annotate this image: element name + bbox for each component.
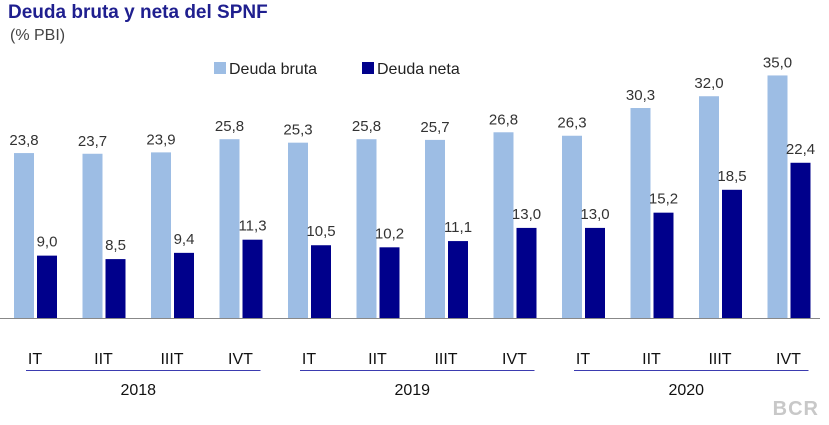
data-label-deuda-neta: 15,2 <box>649 191 678 208</box>
x-tick-label: IIIT <box>708 351 731 368</box>
x-tick-label: IIT <box>368 351 387 368</box>
data-label-deuda-bruta: 26,3 <box>557 115 586 132</box>
data-label-deuda-bruta: 25,8 <box>215 118 244 135</box>
bar-deuda-bruta <box>356 139 377 318</box>
x-tick-label: IT <box>28 351 42 368</box>
bar-deuda-bruta <box>699 96 719 319</box>
x-tick-label: IT <box>576 351 590 368</box>
data-label-deuda-neta: 9,4 <box>174 231 195 248</box>
chart-title: Deuda bruta y neta del SPNF <box>8 2 268 23</box>
year-group-label: 2019 <box>394 382 430 399</box>
bar-deuda-neta <box>242 239 263 318</box>
bar-deuda-neta <box>790 162 811 318</box>
data-label-deuda-neta: 9,0 <box>37 234 58 251</box>
data-label-deuda-bruta: 25,7 <box>420 119 449 136</box>
bar-deuda-neta <box>448 241 468 318</box>
data-label-deuda-bruta: 25,3 <box>283 122 312 139</box>
bar-deuda-neta <box>585 227 605 318</box>
bar-deuda-bruta <box>562 135 582 318</box>
bar-deuda-bruta <box>219 139 240 318</box>
legend-swatch-deuda-neta <box>362 62 374 74</box>
data-label-deuda-bruta: 23,8 <box>9 132 38 149</box>
data-label-deuda-bruta: 23,9 <box>146 131 175 148</box>
bar-deuda-bruta <box>767 75 788 318</box>
bar-deuda-neta <box>516 227 537 318</box>
bar-deuda-bruta <box>630 108 651 319</box>
data-label-deuda-neta: 18,5 <box>717 168 746 185</box>
bar-deuda-neta <box>653 212 674 318</box>
bar-deuda-bruta <box>14 153 34 318</box>
bar-deuda-bruta <box>288 142 308 318</box>
data-label-deuda-neta: 10,5 <box>306 223 335 240</box>
x-tick-label: IVT <box>502 351 527 368</box>
year-group-label: 2018 <box>120 382 156 399</box>
data-label-deuda-neta: 11,3 <box>238 218 266 235</box>
bcr-watermark-logo: BCR <box>772 398 819 420</box>
data-label-deuda-bruta: 26,8 <box>489 111 518 128</box>
bar-deuda-bruta <box>493 132 514 318</box>
bar-deuda-bruta <box>425 139 445 318</box>
legend-label-deuda-neta: Deuda neta <box>377 61 460 78</box>
x-tick-label: IVT <box>776 351 801 368</box>
data-label-deuda-neta: 10,2 <box>375 225 404 242</box>
bar-deuda-neta <box>105 259 126 318</box>
data-label-deuda-bruta: 32,0 <box>694 75 723 92</box>
x-tick-label: IT <box>302 351 316 368</box>
bar-deuda-neta <box>722 189 742 318</box>
chart-subtitle: (% PBI) <box>10 27 66 44</box>
bar-deuda-bruta <box>151 152 171 318</box>
x-tick-label: IIT <box>94 351 113 368</box>
data-label-deuda-bruta: 35,0 <box>763 54 792 71</box>
data-label-deuda-bruta: 25,8 <box>352 118 381 135</box>
x-tick-label: IVT <box>228 351 253 368</box>
data-label-deuda-neta: 13,0 <box>512 206 541 223</box>
x-tick-label: IIT <box>642 351 661 368</box>
data-label-deuda-bruta: 30,3 <box>626 87 655 104</box>
data-label-deuda-neta: 22,4 <box>786 141 815 158</box>
bar-deuda-bruta <box>82 153 103 318</box>
data-label-deuda-neta: 13,0 <box>580 206 609 223</box>
data-label-deuda-neta: 8,5 <box>105 237 126 254</box>
legend-swatch-deuda-bruta <box>214 62 226 74</box>
bar-deuda-neta <box>37 255 57 318</box>
data-label-deuda-bruta: 23,7 <box>78 133 107 150</box>
x-tick-label: IIIT <box>160 351 183 368</box>
data-label-deuda-neta: 11,1 <box>444 219 472 236</box>
year-group-label: 2020 <box>668 382 704 399</box>
legend-label-deuda-bruta: Deuda bruta <box>229 61 317 78</box>
bar-deuda-neta <box>379 247 400 318</box>
x-tick-label: IIIT <box>434 351 457 368</box>
bar-deuda-neta <box>174 252 194 318</box>
bar-deuda-neta <box>311 245 331 318</box>
